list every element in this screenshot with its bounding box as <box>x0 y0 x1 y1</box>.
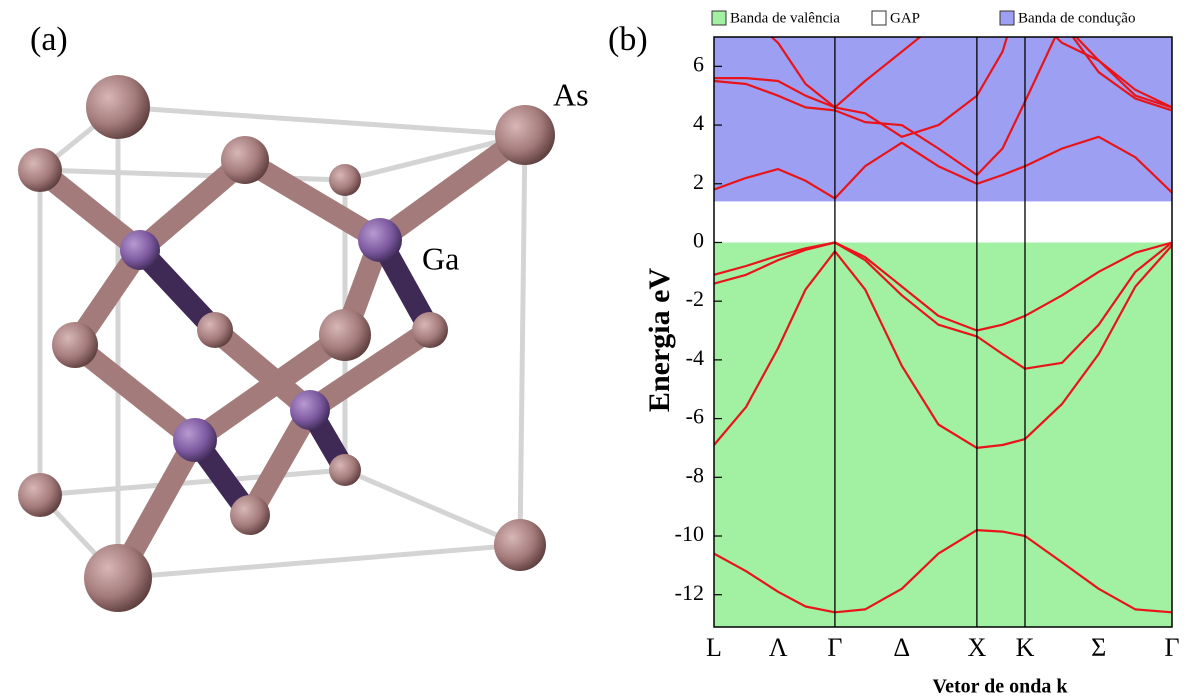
y-tick-label: 0 <box>693 228 704 253</box>
x-tick-label: Γ <box>827 633 842 662</box>
crystal-structure <box>18 75 555 612</box>
x-axis-label: Vetor de onda k <box>932 676 1068 698</box>
y-tick-label: 2 <box>693 169 704 194</box>
x-tick-label: Γ <box>1164 633 1179 662</box>
y-axis-label: Energia eV <box>643 268 676 412</box>
panel-label: (a) <box>30 21 68 58</box>
band-region <box>714 37 1172 201</box>
figure: (a) (b) As Ga Vetor de onda k Energia eV… <box>0 0 1187 699</box>
legend-swatch <box>872 11 886 25</box>
y-tick-label: -2 <box>686 286 704 311</box>
legend-label: Banda de valência <box>730 10 840 26</box>
x-tick-label: Λ <box>769 633 788 662</box>
y-tick-label: -8 <box>686 462 704 487</box>
x-tick-label: X <box>968 633 987 662</box>
x-tick-label: Σ <box>1091 633 1106 662</box>
legend-swatch <box>1000 11 1014 25</box>
x-tick-label: L <box>706 633 722 662</box>
legend-label: Banda de condução <box>1018 10 1135 26</box>
y-tick-label: -6 <box>686 404 704 429</box>
panel-label: (b) <box>608 21 648 58</box>
x-tick-label: Δ <box>893 633 910 662</box>
band-region <box>714 242 1172 627</box>
y-tick-label: 4 <box>693 110 704 135</box>
legend-label: GAP <box>890 10 920 26</box>
legend-swatch <box>712 11 726 25</box>
y-tick-label: 6 <box>693 51 704 76</box>
atom-label: Ga <box>422 240 459 276</box>
atom-label: As <box>553 76 589 112</box>
band-region <box>714 201 1172 242</box>
plot-area <box>714 0 1172 627</box>
x-tick-label: K <box>1016 633 1035 662</box>
y-tick-label: -10 <box>675 521 704 546</box>
y-tick-label: -12 <box>675 580 704 605</box>
y-tick-label: -4 <box>686 345 704 370</box>
